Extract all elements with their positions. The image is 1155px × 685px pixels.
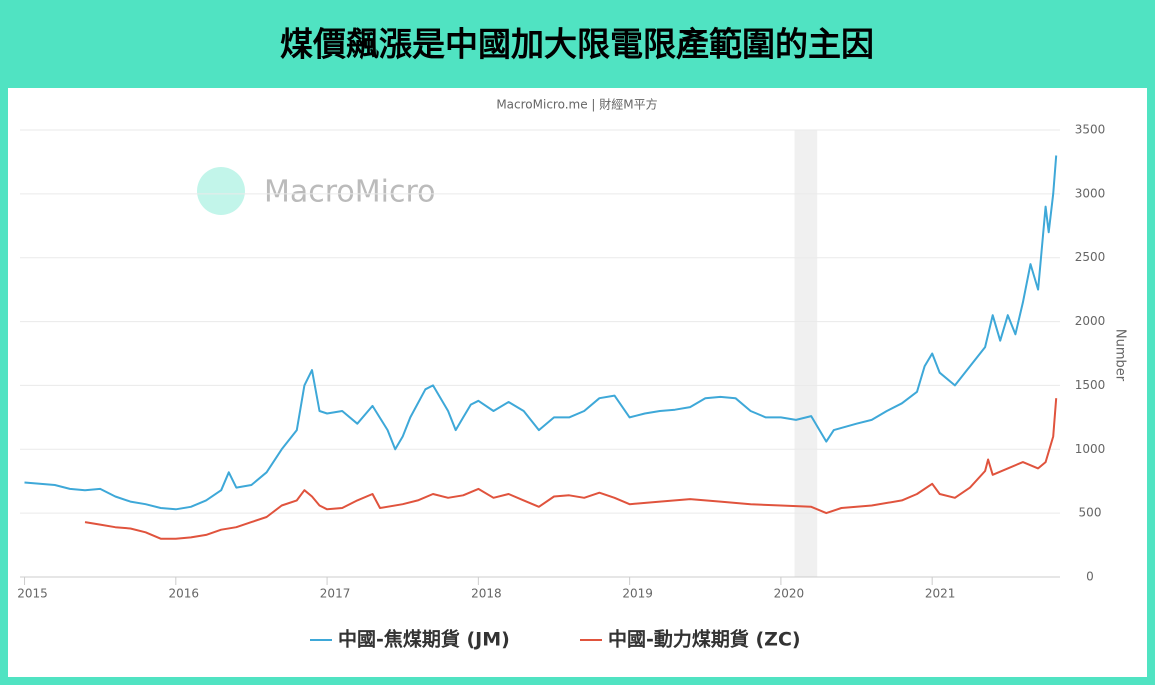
legend-label: 中國-動力煤期貨 (ZC) [608,628,801,651]
watermark: MacroMicro [264,175,436,210]
series-line [84,398,1058,540]
watermark-logo [197,167,245,215]
y-axis-label: Number [1113,329,1128,382]
x-tick-label: 2018 [471,587,502,601]
x-tick-label: 2020 [774,587,805,601]
y-tick-label: 0 [1086,570,1094,584]
highlight-band [794,130,818,577]
legend-label: 中國-焦煤期貨 (JM) [338,628,510,651]
x-tick-label: 2019 [622,587,653,601]
subtitle: MacroMicro.me | 財經M平方 [496,97,657,112]
y-tick-label: 500 [1079,506,1102,520]
y-tick-label: 1500 [1075,378,1106,392]
series-line [24,155,1058,511]
y-tick-label: 3000 [1075,186,1106,200]
y-tick-label: 2500 [1075,250,1106,264]
y-tick-label: 2000 [1075,314,1106,328]
x-tick-label: 2017 [320,587,351,601]
x-tick-label: 2021 [925,587,956,601]
x-tick-label: 2015 [17,587,48,601]
x-tick-label: 2016 [169,587,200,601]
y-tick-label: 3500 [1075,123,1106,137]
y-tick-label: 1000 [1075,442,1106,456]
chart-title: 煤價飆漲是中國加大限電限產範圍的主因 [280,25,874,64]
